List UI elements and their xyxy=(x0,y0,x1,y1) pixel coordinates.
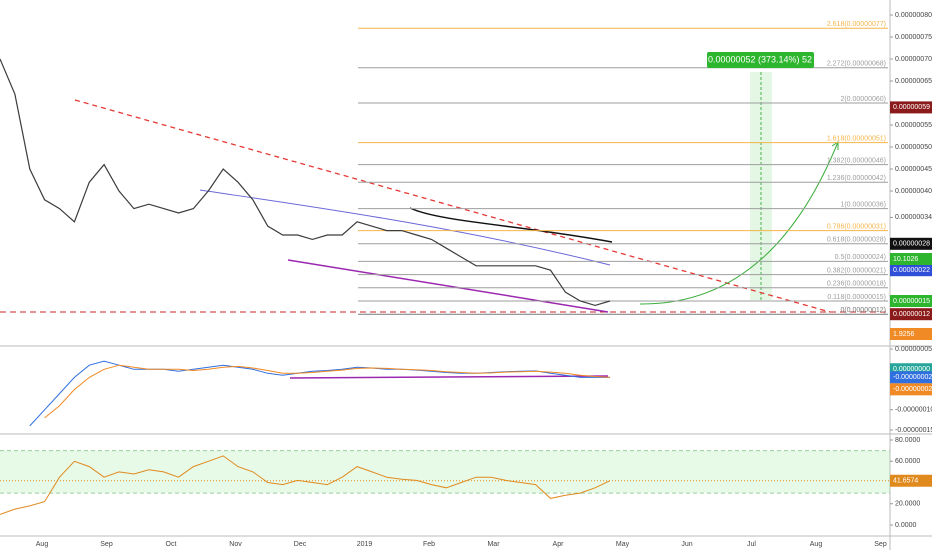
fib-label: 1.236(0.00000042) xyxy=(827,175,886,182)
y-tick-label: 0.00000075 xyxy=(895,34,932,41)
y-tick-label: 0.00000055 xyxy=(895,122,932,129)
indicator-tag xyxy=(890,328,932,340)
price-tag xyxy=(890,101,932,114)
price-tag xyxy=(890,237,932,250)
macd-trendline xyxy=(289,375,609,379)
resistance-trendline xyxy=(74,99,831,313)
x-tick-label: Sep xyxy=(100,541,113,548)
fib-label: 0.236(0.00000018) xyxy=(827,281,886,288)
x-tick-label: Sep xyxy=(874,541,887,548)
arrow-head xyxy=(831,141,839,150)
price-tag-label: -0.00000002 xyxy=(893,374,932,381)
annotation-bg xyxy=(707,52,814,68)
projection-curve xyxy=(639,141,839,305)
x-tick-label: Jun xyxy=(681,541,692,548)
y-tick-label: 0.00000034 xyxy=(895,214,932,221)
annotation-box: 0.00000052 (373.14%) 52 xyxy=(707,52,814,68)
series-line xyxy=(0,455,611,515)
fib-label: 2.618(0.00000077) xyxy=(827,21,886,28)
x-tick-label: Feb xyxy=(423,541,435,548)
price-tag-label: 0.00000059 xyxy=(893,104,930,111)
moving-average xyxy=(199,189,611,266)
y-tick-label: 0.00000040 xyxy=(895,188,932,195)
y-tick-label: 0.00000080 xyxy=(895,12,932,19)
moving-average xyxy=(409,207,613,243)
x-tick-label: 2019 xyxy=(357,541,373,548)
indicator-tag-label: 1.9256 xyxy=(893,331,915,338)
indicator-tag xyxy=(890,253,932,265)
y-tick-label: 0.00000005 xyxy=(895,346,932,353)
fib-label: 0.382(0.00000021) xyxy=(827,267,886,274)
price-tag xyxy=(890,383,932,396)
price-tag-label: 41.6574 xyxy=(893,478,918,485)
price-tag xyxy=(890,295,932,307)
price-tag-label: 0.00000015 xyxy=(893,298,930,305)
x-tick-label: Apr xyxy=(553,541,565,548)
y-tick-label: 0.0000 xyxy=(895,522,917,529)
price-tag xyxy=(890,264,932,277)
x-tick-label: Oct xyxy=(166,541,177,548)
price-tag-label: 0.00000028 xyxy=(893,241,930,248)
series-line xyxy=(44,364,611,419)
x-tick-label: Dec xyxy=(294,541,307,548)
price-tag-label: 0.00000022 xyxy=(893,267,930,274)
y-tick-label: 0.00000045 xyxy=(895,166,932,173)
x-tick-label: Jul xyxy=(747,541,756,548)
y-tick-label: 0.00000065 xyxy=(895,78,932,85)
price-tag xyxy=(890,371,932,384)
fib-label: 0.786(0.00000031) xyxy=(827,223,886,230)
rsi-band xyxy=(0,450,890,494)
annotation-text: 0.00000052 (373.14%) 52 xyxy=(708,54,812,64)
y-tick-label: 20.0000 xyxy=(895,501,920,508)
y-tick-label: 0.00000070 xyxy=(895,56,932,63)
x-tick-label: Aug xyxy=(36,541,49,548)
price-tag-label: 0.00000000 xyxy=(893,366,930,373)
indicator-tag-label: 10.1026 xyxy=(893,256,918,263)
x-tick-label: May xyxy=(616,541,630,548)
y-tick-label: 80.0000 xyxy=(895,437,920,444)
price-tag-label: -0.00000002 xyxy=(893,386,932,393)
fib-label: 1.618(0.00000051) xyxy=(827,135,886,142)
fib-label: 0.118(0.00000015) xyxy=(827,294,886,301)
y-tick-label: -0.00000015 xyxy=(895,427,932,434)
y-tick-label: 60.0000 xyxy=(895,458,920,465)
projection-range xyxy=(750,72,772,300)
fib-label: 2.272(0.00000068) xyxy=(827,61,886,68)
price-tag xyxy=(890,308,932,321)
falling-wedge-line xyxy=(287,259,609,313)
y-tick-label: 0.00000050 xyxy=(895,144,932,151)
x-tick-label: Mar xyxy=(487,541,500,548)
y-tick-label: -0.00000010 xyxy=(895,407,932,414)
price-tag-label: 0.00000012 xyxy=(893,311,930,318)
price-tag xyxy=(890,474,932,487)
series-line xyxy=(0,58,611,307)
fib-label: 0.5(0.00000024) xyxy=(835,254,886,261)
fib-label: 0(0.00000012) xyxy=(840,307,886,314)
fib-label: 2(0.00000060) xyxy=(840,96,886,103)
fib-label: 1.382(0.00000046) xyxy=(827,157,886,164)
fib-label: 0.618(0.00000028) xyxy=(827,237,886,244)
x-tick-label: Aug xyxy=(810,541,823,548)
fib-label: 1(0.00000036) xyxy=(840,201,886,208)
x-tick-label: Nov xyxy=(229,541,242,548)
